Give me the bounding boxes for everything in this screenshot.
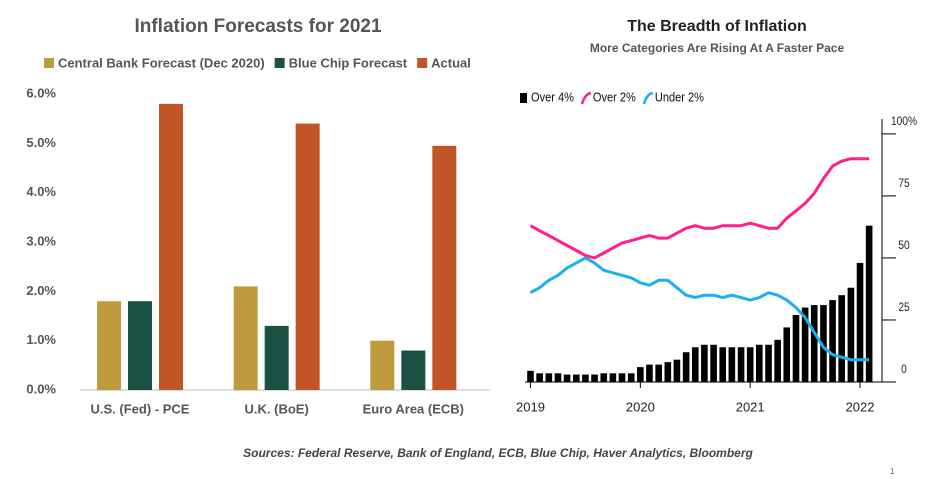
bar: [783, 327, 791, 382]
bar: [746, 347, 754, 382]
bar: [563, 374, 571, 382]
y-tick-label: 1.0%: [26, 332, 56, 347]
legend-label: Central Bank Forecast (Dec 2020): [58, 55, 265, 70]
legend-swatch: [417, 58, 428, 68]
bar: [600, 373, 608, 382]
bar: [401, 350, 426, 390]
y-tick-label: 5.0%: [26, 135, 56, 150]
bar: [774, 339, 781, 382]
bar: [646, 364, 653, 382]
y-tick-label: 25: [898, 301, 909, 314]
bar: [264, 325, 289, 390]
bar: [829, 300, 836, 382]
bar: [128, 301, 152, 390]
legend-label: Over 2%: [593, 90, 636, 105]
x-tick-label: U.S. (Fed) - PCE: [91, 401, 190, 416]
x-tick-label: U.K. (BoE): [245, 401, 309, 416]
legend-swatch: [642, 91, 654, 105]
x-tick-label: Euro Area (ECB): [363, 401, 464, 416]
bar: [664, 362, 672, 382]
legend-swatch: [44, 58, 54, 68]
x-tick-label: 2019: [516, 399, 545, 414]
y-tick-label: 4.0%: [26, 184, 56, 199]
bar: [673, 359, 681, 382]
y-tick-label: 100%: [891, 115, 917, 128]
y-tick-label: 3.0%: [26, 233, 56, 248]
bar: [582, 374, 589, 382]
bar: [554, 373, 562, 382]
y-tick-label: 75: [898, 177, 909, 190]
bar: [591, 374, 598, 382]
line: [529, 256, 870, 362]
bar: [572, 374, 580, 382]
x-tick-label: 2021: [736, 399, 765, 414]
bar: [856, 262, 864, 382]
y-tick-label: 50: [898, 239, 909, 252]
x-tick-label: 2020: [626, 399, 655, 414]
bar: [792, 315, 800, 382]
bar: [159, 103, 183, 390]
x-tick-label: 2022: [846, 399, 875, 414]
bar: [545, 373, 553, 382]
line: [529, 157, 870, 260]
source: Sources: Federal Reserve, Bank of Englan…: [243, 446, 753, 460]
bar: [233, 286, 258, 390]
bar: [701, 344, 708, 382]
bar: [728, 347, 736, 382]
legend-swatch: [274, 58, 285, 68]
bar: [710, 344, 717, 382]
legend-swatch: [520, 93, 527, 103]
bar: [682, 352, 690, 382]
y-tick-label: 6.0%: [26, 85, 56, 100]
legend-label: Actual: [431, 55, 471, 70]
bar: [432, 145, 457, 390]
page-number: 1: [890, 467, 895, 476]
bar: [865, 225, 873, 382]
bar: [618, 373, 626, 382]
y-tick-label: 2.0%: [26, 283, 56, 298]
bar: [627, 373, 635, 382]
bar: [637, 367, 644, 382]
bar: [765, 344, 772, 382]
bar: [756, 344, 763, 382]
bar: [655, 364, 662, 382]
bar: [838, 295, 845, 382]
legend-label: Under 2%: [655, 90, 704, 105]
bar: [370, 340, 395, 390]
right-subtitle: More Categories Are Rising At A Faster P…: [590, 41, 845, 55]
right-title: The Breadth of Inflation: [627, 18, 807, 35]
left-title: Inflation Forecasts for 2021: [134, 16, 382, 37]
bar: [295, 123, 320, 390]
bar: [820, 305, 827, 382]
y-tick-label: 0.0%: [26, 381, 56, 396]
bar: [847, 287, 855, 382]
bar: [719, 347, 727, 382]
legend-label: Over 4%: [531, 90, 574, 105]
bar: [691, 347, 699, 382]
legend-label: Blue Chip Forecast: [289, 55, 408, 70]
legend-swatch: [580, 91, 592, 105]
bar: [737, 347, 745, 382]
bar: [801, 307, 809, 382]
bar: [97, 301, 121, 390]
bar: [527, 370, 534, 382]
y-tick-label: 0: [901, 363, 907, 376]
bar: [609, 373, 617, 382]
bar: [536, 373, 543, 382]
bar: [810, 305, 818, 382]
